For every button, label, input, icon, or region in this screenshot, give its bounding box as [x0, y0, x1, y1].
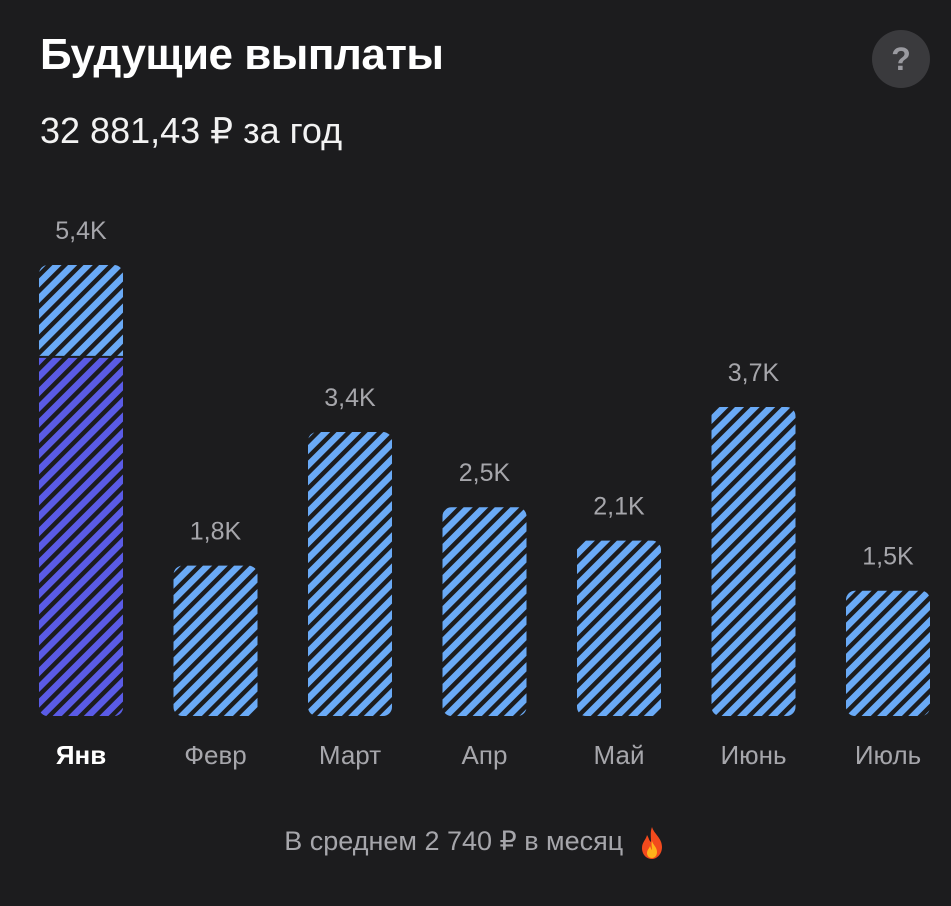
- bar-2[interactable]: [173, 565, 258, 716]
- payouts-bar-chart: 5,4K Янв 1,8K Февр 3,4K Март 2,5K Апр 2,1K Май 3,7…: [39, 217, 930, 770]
- bar-3[interactable]: [308, 432, 392, 716]
- value-label-3: 3,4K: [324, 384, 376, 412]
- flame-icon: [641, 827, 662, 859]
- month-label-2[interactable]: Февр: [184, 740, 247, 770]
- value-label-6: 3,7K: [728, 359, 780, 387]
- month-label-6[interactable]: Июнь: [720, 740, 786, 770]
- month-label-7[interactable]: Июль: [855, 740, 921, 770]
- value-label-4: 2,5K: [459, 459, 511, 487]
- yearly-total: 32 881,43 ₽ за год: [40, 110, 343, 151]
- value-label-1: 5,4K: [55, 217, 107, 245]
- bar-4[interactable]: [442, 507, 527, 716]
- value-label-7: 1,5K: [862, 543, 914, 571]
- bar-5[interactable]: [577, 540, 661, 716]
- month-label-5[interactable]: Май: [594, 740, 645, 770]
- bar-6[interactable]: [711, 406, 796, 716]
- month-label-4[interactable]: Апр: [462, 740, 508, 770]
- bar-7[interactable]: [846, 590, 930, 716]
- page-title: Будущие выплаты: [40, 30, 444, 79]
- bar-1-received-segment: [39, 356, 123, 716]
- month-label-1[interactable]: Янв: [56, 740, 106, 770]
- value-label-2: 1,8K: [190, 518, 242, 546]
- value-label-5: 2,1K: [593, 493, 645, 521]
- monthly-average: В среднем 2 740 ₽ в месяц: [0, 826, 951, 860]
- month-label-3[interactable]: Март: [319, 740, 381, 770]
- monthly-average-text: В среднем 2 740 ₽ в месяц: [284, 826, 624, 857]
- help-button[interactable]: ?: [872, 30, 930, 88]
